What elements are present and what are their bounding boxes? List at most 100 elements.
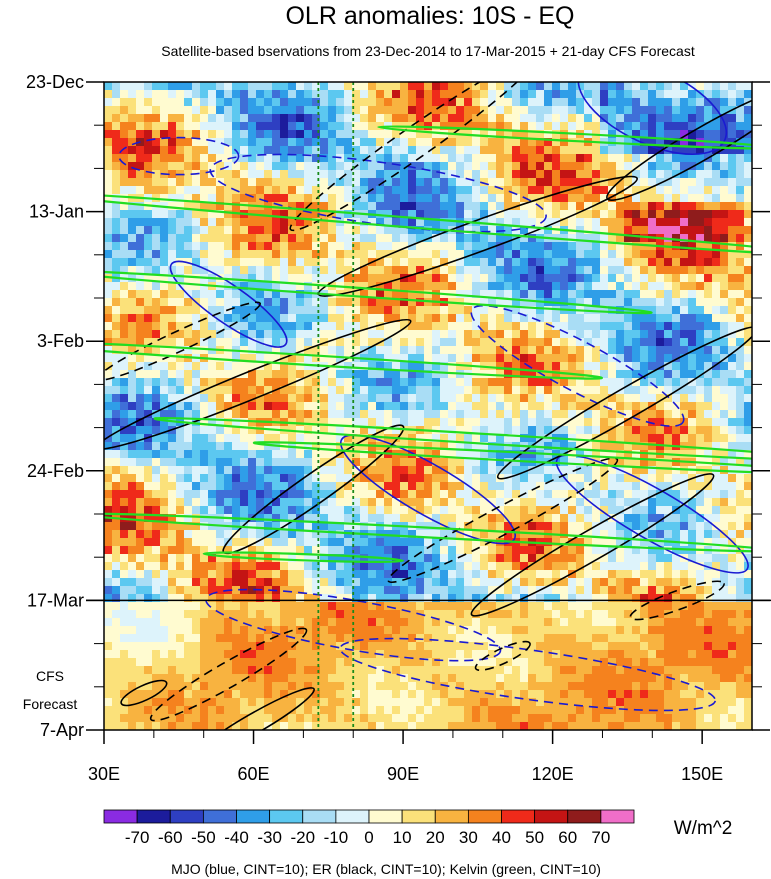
olr-cell — [568, 474, 577, 483]
olr-cell — [416, 346, 425, 355]
olr-cell — [520, 354, 529, 363]
olr-cell — [136, 210, 145, 219]
olr-cell — [192, 218, 201, 227]
olr-cell — [704, 394, 713, 403]
olr-cell — [560, 522, 569, 531]
olr-cell — [656, 274, 665, 283]
olr-cell — [240, 258, 249, 267]
olr-cell — [328, 498, 337, 507]
olr-cell — [448, 282, 457, 291]
olr-cell — [176, 106, 185, 115]
olr-cell — [128, 106, 137, 115]
olr-cell — [232, 242, 241, 251]
olr-cell — [144, 522, 153, 531]
olr-cell — [368, 482, 377, 491]
olr-cell — [296, 114, 305, 123]
olr-cell — [728, 562, 737, 571]
olr-cell — [680, 250, 689, 259]
olr-cell — [296, 458, 305, 467]
olr-cell — [696, 450, 705, 459]
olr-cell — [664, 210, 673, 219]
olr-cell — [704, 234, 713, 243]
olr-cell — [496, 146, 505, 155]
olr-cell — [112, 370, 121, 379]
olr-cell — [336, 202, 345, 211]
olr-cell — [424, 370, 433, 379]
olr-cell — [480, 474, 489, 483]
olr-cell — [416, 90, 425, 99]
olr-cell — [552, 362, 561, 371]
olr-cell — [120, 250, 129, 259]
olr-cell — [400, 378, 409, 387]
olr-cell — [552, 354, 561, 363]
olr-cell — [720, 370, 729, 379]
olr-cell — [576, 98, 585, 107]
olr-cell — [736, 322, 745, 331]
olr-cell — [184, 170, 193, 179]
olr-cell — [632, 482, 641, 491]
olr-cell — [424, 186, 433, 195]
olr-cell — [128, 442, 137, 451]
olr-cell — [256, 282, 265, 291]
olr-cell — [376, 90, 385, 99]
olr-cell — [208, 538, 217, 547]
olr-cell — [200, 474, 209, 483]
olr-cell — [432, 546, 441, 555]
olr-cell — [216, 82, 225, 91]
olr-cell — [272, 258, 281, 267]
olr-cell — [616, 266, 625, 275]
olr-cell — [576, 282, 585, 291]
olr-cell — [408, 554, 417, 563]
olr-cell — [104, 482, 113, 491]
olr-cell — [328, 522, 337, 531]
olr-cell — [720, 378, 729, 387]
olr-cell — [208, 554, 217, 563]
olr-cell — [288, 498, 297, 507]
olr-cell — [672, 530, 681, 539]
olr-cell — [184, 442, 193, 451]
olr-cell — [648, 298, 657, 307]
olr-cell — [576, 186, 585, 195]
olr-cell — [264, 530, 273, 539]
olr-cell — [304, 226, 313, 235]
olr-cell — [448, 322, 457, 331]
olr-cell — [280, 306, 289, 315]
olr-cell — [560, 506, 569, 515]
olr-cell — [512, 98, 521, 107]
olr-cell — [392, 562, 401, 571]
olr-cell — [632, 378, 641, 387]
olr-cell — [336, 122, 345, 131]
olr-cell — [128, 522, 137, 531]
olr-cell — [176, 130, 185, 139]
olr-cell — [664, 186, 673, 195]
olr-cell — [704, 490, 713, 499]
olr-cell — [664, 418, 673, 427]
olr-cell — [328, 338, 337, 347]
olr-cell — [592, 322, 601, 331]
olr-cell — [352, 314, 361, 323]
olr-cell — [280, 386, 289, 395]
olr-cell — [232, 226, 241, 235]
olr-cell — [288, 82, 297, 91]
olr-cell — [360, 506, 369, 515]
olr-cell — [432, 354, 441, 363]
olr-cell — [136, 306, 145, 315]
olr-cell — [616, 210, 625, 219]
olr-cell — [504, 450, 513, 459]
olr-cell — [512, 130, 521, 139]
olr-cell — [304, 170, 313, 179]
olr-cell — [624, 418, 633, 427]
olr-cell — [376, 178, 385, 187]
olr-cell — [600, 162, 609, 171]
olr-cell — [160, 130, 169, 139]
olr-cell — [104, 362, 113, 371]
olr-cell — [296, 434, 305, 443]
olr-cell — [712, 330, 721, 339]
olr-cell — [416, 290, 425, 299]
olr-cell — [328, 514, 337, 523]
olr-cell — [376, 154, 385, 163]
olr-cell — [544, 466, 553, 475]
olr-cell — [264, 522, 273, 531]
olr-cell — [616, 450, 625, 459]
olr-cell — [320, 162, 329, 171]
